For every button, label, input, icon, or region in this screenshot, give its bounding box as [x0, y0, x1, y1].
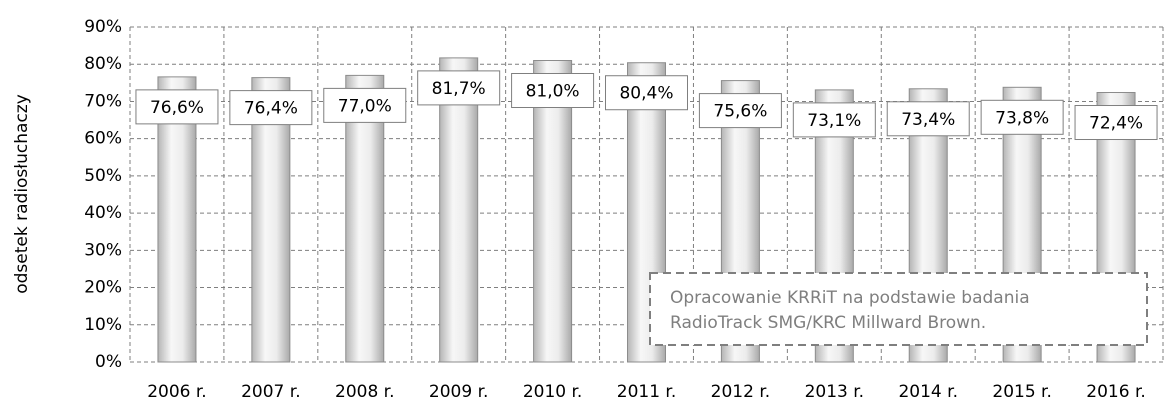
value-label: 76,6% [150, 98, 204, 118]
y-tick-label: 60% [84, 129, 122, 149]
value-label-box [698, 93, 782, 129]
bar [157, 76, 197, 363]
value-label: 73,8% [995, 108, 1049, 128]
y-axis-label: odsetek radiosłuchaczy [12, 94, 32, 294]
value-label-box [980, 99, 1064, 135]
value-label-box [792, 102, 876, 138]
value-label: 73,1% [807, 111, 861, 131]
y-tick-label: 30% [84, 240, 122, 260]
value-label: 80,4% [619, 84, 673, 104]
y-tick-label: 0% [95, 352, 122, 372]
annotation: RadioTrack SMG/KRC Millward Brown. [670, 313, 986, 333]
y-tick-label: 40% [84, 203, 122, 223]
x-tick-label: 2012 r. [711, 382, 771, 402]
annotation-box [649, 272, 1148, 346]
y-tick-label: 70% [84, 91, 122, 111]
value-label-box [417, 70, 501, 106]
value-label: 77,0% [338, 96, 392, 116]
value-label-box [1074, 105, 1158, 141]
x-tick-label: 2009 r. [429, 382, 489, 402]
bar [439, 57, 479, 363]
x-tick-label: 2014 r. [898, 382, 958, 402]
x-tick-label: 2008 r. [335, 382, 395, 402]
x-tick-label: 2011 r. [617, 382, 677, 402]
value-label: 81,7% [432, 79, 486, 99]
bar [345, 74, 385, 363]
value-label: 76,4% [244, 99, 298, 119]
value-label-box [135, 89, 219, 125]
y-tick-label: 90% [84, 17, 122, 37]
y-tick-label: 10% [84, 315, 122, 335]
y-tick-label: 20% [84, 278, 122, 298]
bar [533, 60, 573, 363]
y-tick-label: 50% [84, 166, 122, 186]
value-label: 81,0% [526, 82, 580, 102]
value-label-box [511, 73, 595, 108]
x-tick-label: 2007 r. [241, 382, 301, 402]
x-tick-label: 2010 r. [523, 382, 583, 402]
value-label: 73,4% [901, 110, 955, 130]
x-tick-label: 2006 r. [147, 382, 207, 402]
x-tick-label: 2015 r. [992, 382, 1052, 402]
annotation: Opracowanie KRRiT na podstawie badania [670, 288, 1030, 308]
value-label-box [229, 90, 313, 126]
value-label-box [886, 101, 970, 137]
x-tick-label: 2016 r. [1086, 382, 1146, 402]
value-label: 75,6% [713, 102, 767, 122]
x-tick-label: 2013 r. [805, 382, 865, 402]
value-label: 72,4% [1089, 114, 1143, 134]
y-tick-label: 80% [84, 54, 122, 74]
value-label-box [323, 87, 407, 123]
value-label-box [605, 75, 688, 111]
